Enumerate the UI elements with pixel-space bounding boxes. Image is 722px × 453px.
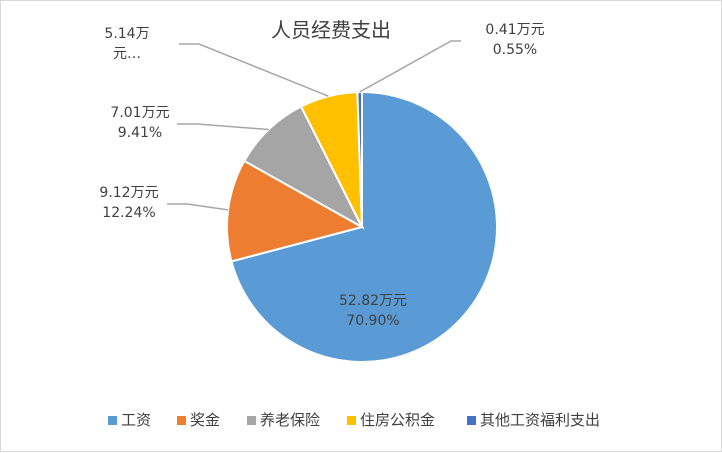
data-label-3-line-1: 7.01万元 xyxy=(110,105,169,121)
legend-label-3: 养老保险 xyxy=(260,411,320,429)
leader-line-3 xyxy=(177,123,269,131)
leader-line-4 xyxy=(179,43,329,97)
legend-label-4: 住房公积金 xyxy=(360,411,435,429)
leader-line-2 xyxy=(167,203,229,211)
chart-title: 人员经费支出 xyxy=(271,18,391,42)
legend-label-1: 工资 xyxy=(121,411,151,429)
legend-swatch-2 xyxy=(177,416,186,425)
data-label-2-line-1: 9.12万元 xyxy=(99,185,158,201)
pie-slice-1 xyxy=(230,90,498,363)
data-label-2-line-2: 12.24% xyxy=(102,205,155,221)
legend-swatch-3 xyxy=(247,416,256,425)
legend-label-5: 其他工资福利支出 xyxy=(480,411,600,429)
data-label-5-line-1: 0.41万元 xyxy=(485,22,544,38)
data-label-4-line-1: 5.14万 xyxy=(104,26,149,42)
data-label-5-line-2: 0.55% xyxy=(493,42,537,58)
leader-line-5 xyxy=(359,40,461,93)
legend-label-2: 奖金 xyxy=(190,411,220,429)
legend-swatch-1 xyxy=(108,416,117,425)
data-label-1-line-2: 70.90% xyxy=(346,313,399,329)
pie-slice-3 xyxy=(242,105,365,230)
pie-slice-2 xyxy=(226,159,365,263)
legend-swatch-4 xyxy=(347,416,356,425)
legend-swatch-5 xyxy=(467,416,476,425)
data-label-1-line-1: 52.82万元 xyxy=(339,293,407,309)
data-label-3-line-2: 9.41% xyxy=(118,125,162,141)
data-label-4-line-2: 元… xyxy=(113,46,141,62)
